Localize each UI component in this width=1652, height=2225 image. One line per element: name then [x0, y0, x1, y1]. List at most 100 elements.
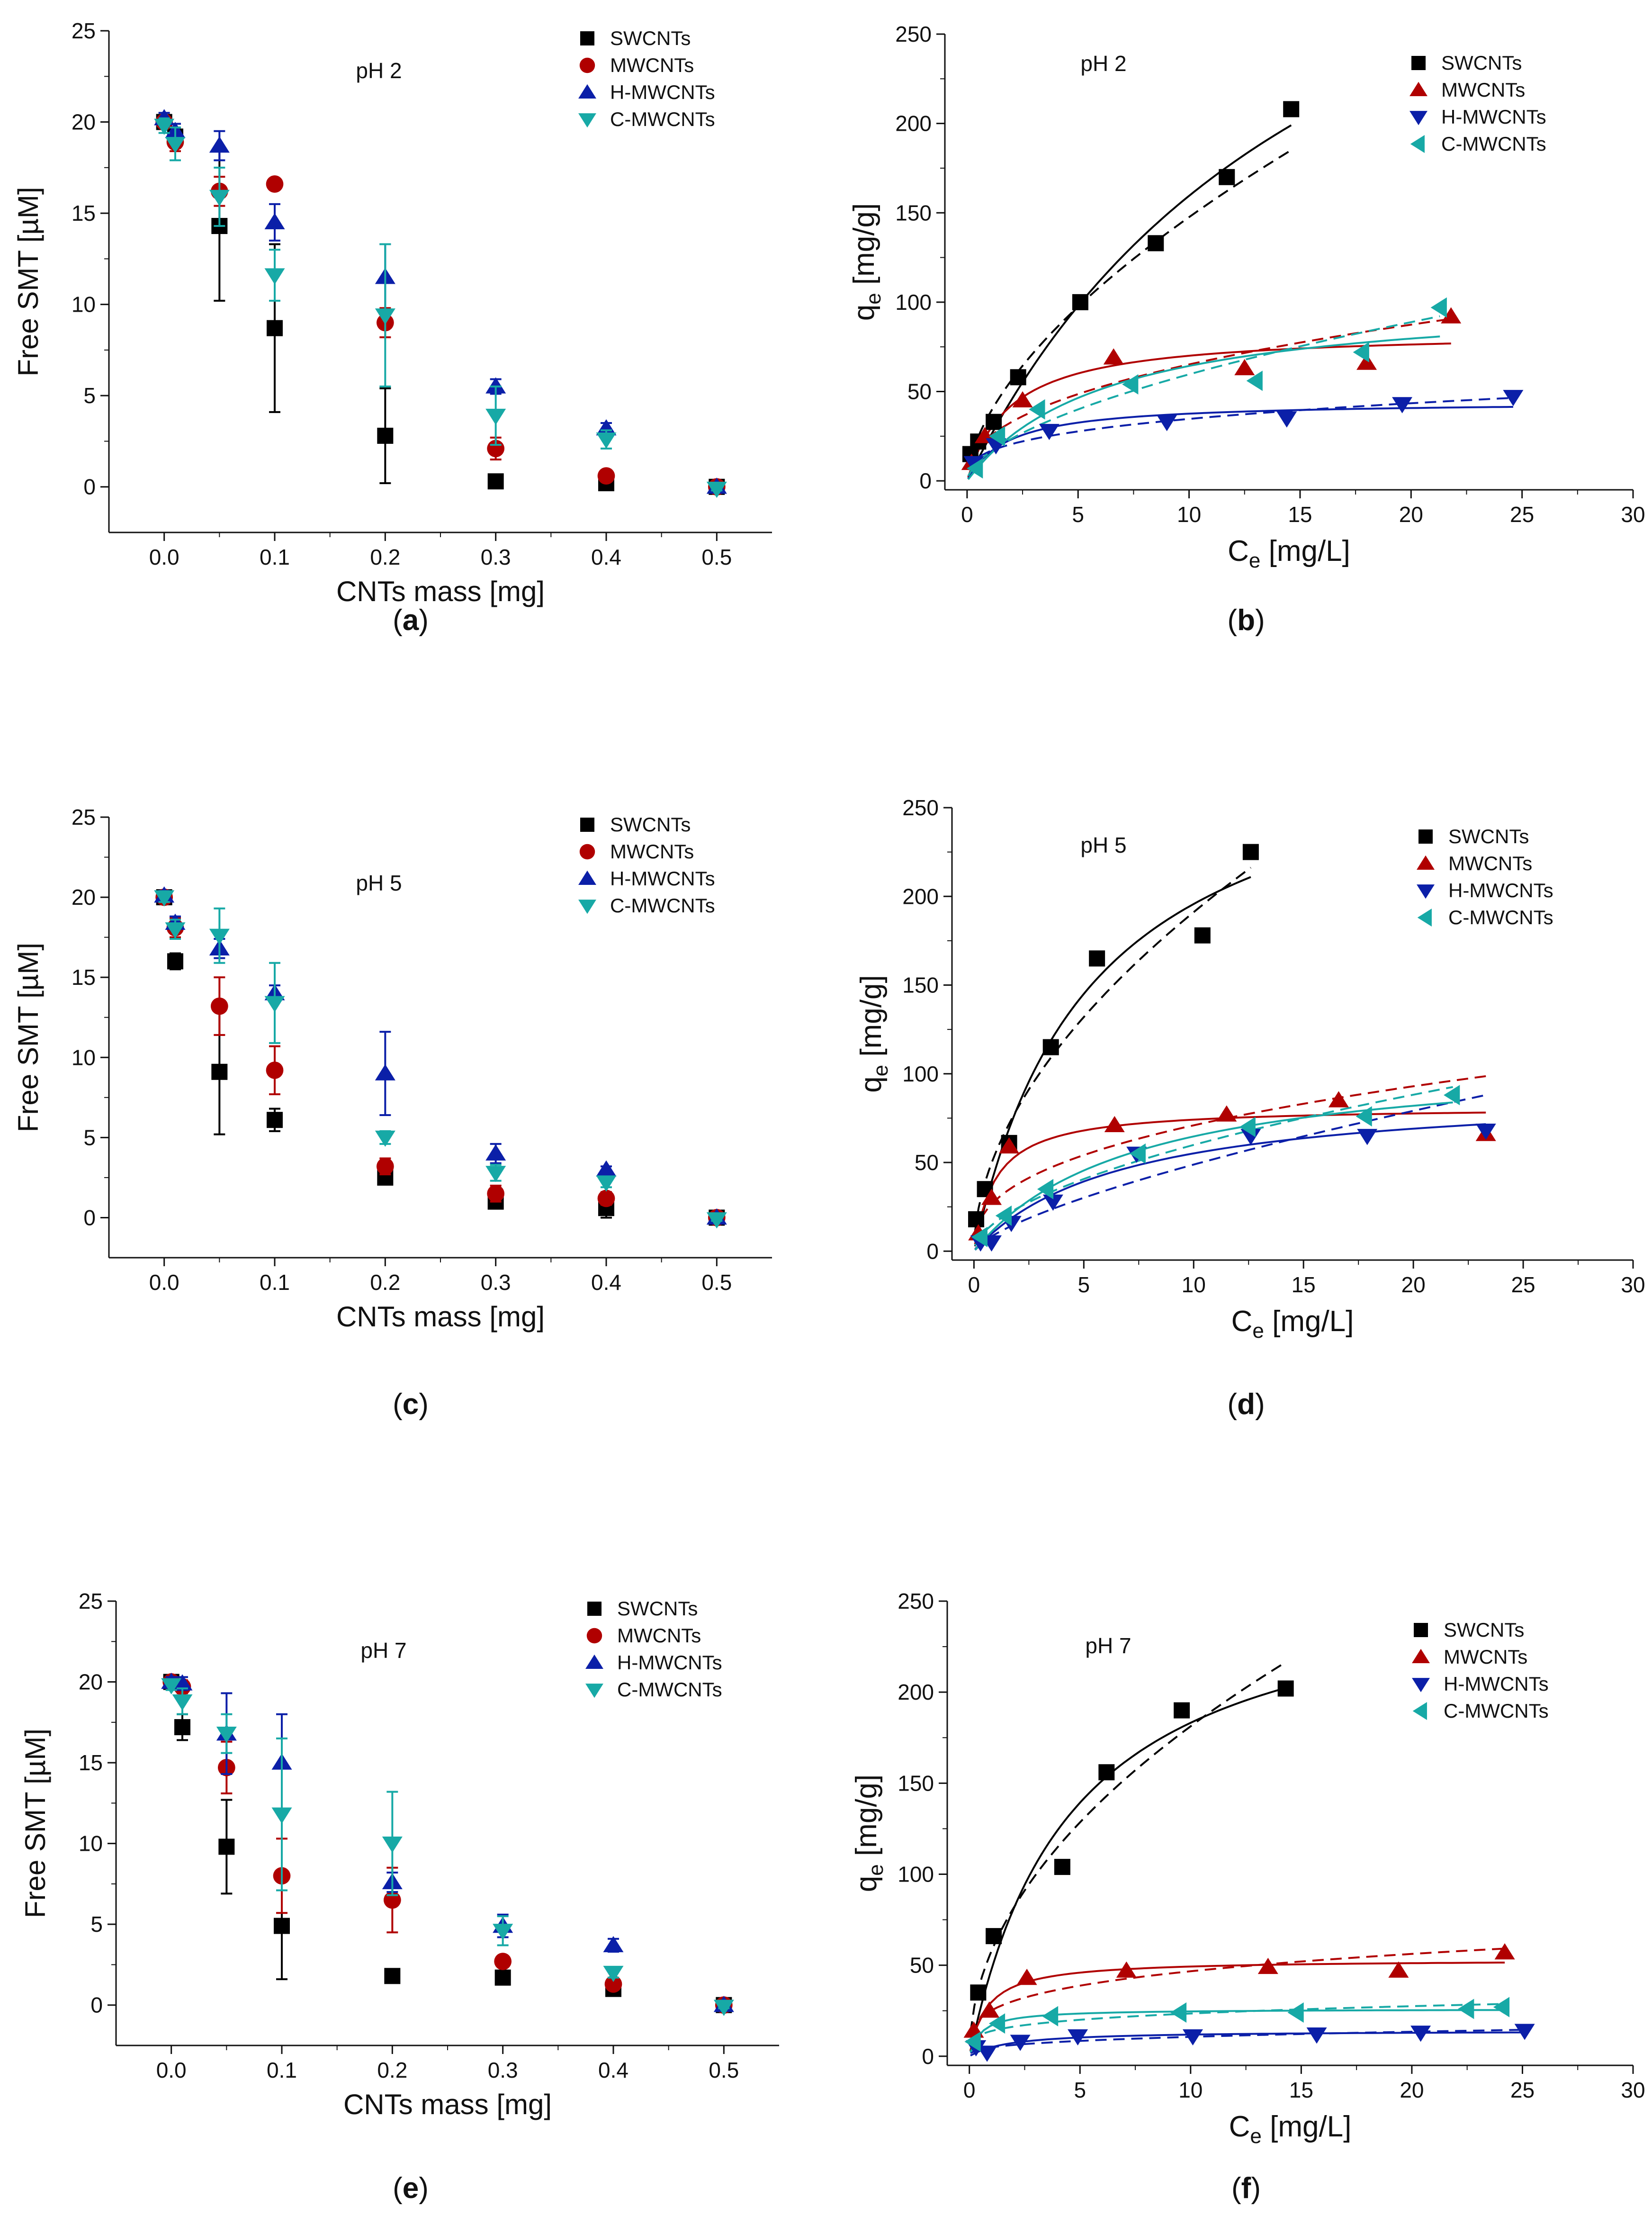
data-point-swcnts — [1283, 101, 1300, 117]
y-tick-label: 25 — [72, 18, 96, 43]
legend-marker-h-mwcnts — [578, 84, 596, 99]
legend-label: H-MWCNTs — [610, 867, 715, 890]
ph-annotation: pH 2 — [356, 58, 402, 83]
data-point-swcnts — [174, 1719, 190, 1736]
data-point-c-mwcnts — [1458, 1999, 1474, 2019]
legend-label: C-MWCNTs — [617, 1678, 722, 1701]
x-tick-label: 25 — [1511, 1272, 1535, 1297]
data-point-h-mwcnts — [1475, 1123, 1496, 1140]
legend-marker-c-mwcnts — [578, 113, 596, 128]
y-tick-label: 100 — [895, 290, 932, 315]
legend-marker-swcnts — [580, 31, 594, 45]
data-point-swcnts — [970, 1984, 987, 2001]
data-point-mwcnts — [963, 2021, 984, 2038]
x-tick-label: 30 — [1621, 2078, 1645, 2102]
panel-f: 0 5 10 15 20 25 30 0 50 100 150 200 250 Ce [mg/L] qe [… — [850, 1589, 1645, 2205]
y-tick-label: 100 — [898, 1862, 934, 1886]
data-point-c-mwcnts — [596, 1175, 617, 1192]
data-point-c-mwcnts — [271, 1807, 292, 1824]
legend-marker-h-mwcnts — [578, 870, 596, 885]
panel-caption: (f) — [1231, 2172, 1261, 2205]
data-point-h-mwcnts — [1240, 1129, 1261, 1145]
data-point-c-mwcnts — [706, 481, 727, 498]
data-point-swcnts — [487, 473, 504, 490]
x-tick-label: 0.5 — [701, 1270, 732, 1295]
y-tick-label: 0 — [922, 2044, 934, 2069]
data-point-c-mwcnts — [161, 1678, 182, 1694]
x-tick-label: 0.5 — [709, 2058, 739, 2082]
data-point-swcnts — [1042, 1039, 1059, 1055]
y-tick-label: 250 — [902, 795, 939, 820]
data-point-c-mwcnts — [264, 996, 285, 1012]
y-tick-label: 5 — [83, 383, 96, 408]
data-point-c-mwcnts — [1493, 1997, 1510, 2018]
legend-label: C-MWCNTs — [1444, 1700, 1549, 1722]
legend-marker-mwcnts — [586, 1628, 602, 1644]
x-tick-label: 15 — [1289, 2078, 1313, 2102]
data-point-swcnts — [1010, 369, 1026, 386]
fit-curve-solid — [970, 2009, 1503, 2053]
fit-curve-dashed — [970, 1947, 1505, 2036]
data-point-swcnts — [1148, 235, 1164, 252]
legend-label: MWCNTs — [1448, 852, 1532, 874]
panel-caption: (d) — [1227, 1388, 1265, 1421]
fit-curve-dashed — [970, 1661, 1286, 2033]
data-point-h-mwcnts — [1042, 1194, 1063, 1211]
y-tick-label: 250 — [898, 1589, 934, 1613]
y-tick-label: 15 — [79, 1750, 103, 1775]
fit-curve-dashed — [974, 866, 1252, 1232]
y-axis-title: Free SMT [µM] — [12, 943, 44, 1132]
data-point-h-mwcnts — [1068, 2029, 1088, 2046]
data-point-swcnts — [218, 1838, 235, 1855]
data-point-h-mwcnts — [1010, 2035, 1031, 2051]
x-tick-label: 0 — [961, 502, 973, 527]
y-tick-label: 10 — [72, 292, 96, 317]
data-point-mwcnts — [1016, 1968, 1037, 1985]
y-tick-label: 25 — [72, 805, 96, 829]
data-point-c-mwcnts — [713, 2000, 734, 2016]
data-point-h-mwcnts — [485, 377, 506, 394]
legend-marker-swcnts — [1414, 1623, 1428, 1637]
data-point-h-mwcnts — [1392, 397, 1413, 414]
y-tick-label: 150 — [902, 973, 939, 998]
data-point-c-mwcnts — [706, 1212, 727, 1229]
y-tick-label: 0 — [919, 468, 932, 493]
data-point-h-mwcnts — [1410, 2026, 1431, 2042]
data-point-c-mwcnts — [209, 189, 230, 206]
legend-marker-h-mwcnts — [1412, 1678, 1430, 1693]
y-tick-label: 0 — [90, 1993, 103, 2018]
data-point-swcnts — [274, 1918, 290, 1934]
data-point-mwcnts — [979, 2001, 1000, 2018]
x-tick-label: 15 — [1292, 1272, 1316, 1297]
y-axis-title: Free SMT [µM] — [12, 187, 44, 376]
data-point-c-mwcnts — [1041, 2006, 1059, 2027]
legend-label: MWCNTs — [610, 840, 694, 863]
data-point-c-mwcnts — [1239, 1117, 1256, 1137]
ph-annotation: pH 5 — [1080, 833, 1126, 857]
data-point-mwcnts — [1216, 1105, 1237, 1122]
fit-curve-solid — [970, 1962, 1505, 2051]
legend-label: C-MWCNTs — [610, 894, 715, 917]
legend-label: SWCNTs — [1441, 52, 1522, 74]
legend-marker-c-mwcnts — [578, 900, 596, 914]
legend-marker-c-mwcnts — [585, 1684, 603, 1698]
legend-marker-mwcnts — [579, 844, 595, 860]
data-point-h-mwcnts — [1357, 1129, 1378, 1145]
ph-annotation: pH 7 — [360, 1638, 406, 1663]
data-point-mwcnts — [1328, 1091, 1349, 1108]
x-tick-label: 0.3 — [481, 1270, 511, 1295]
ph-annotation: pH 2 — [1080, 51, 1126, 76]
x-tick-label: 0.1 — [260, 545, 290, 569]
data-point-h-mwcnts — [1514, 2024, 1535, 2040]
data-point-mwcnts — [1103, 348, 1124, 365]
legend-label: C-MWCNTs — [1448, 906, 1553, 928]
legend-label: MWCNTs — [1444, 1646, 1527, 1668]
x-tick-label: 0 — [968, 1272, 980, 1297]
panel-e: 0.0 0.1 0.2 0.3 0.4 0.5 0 5 10 15 20 25 CNTs mass [m… — [19, 1589, 779, 2205]
x-tick-label: 30 — [1621, 502, 1645, 527]
data-point-h-mwcnts — [1157, 414, 1177, 432]
fit-curve-solid — [974, 1101, 1453, 1251]
y-tick-label: 200 — [902, 884, 939, 909]
data-point-c-mwcnts — [216, 1727, 237, 1743]
data-point-mwcnts — [1494, 1943, 1515, 1960]
